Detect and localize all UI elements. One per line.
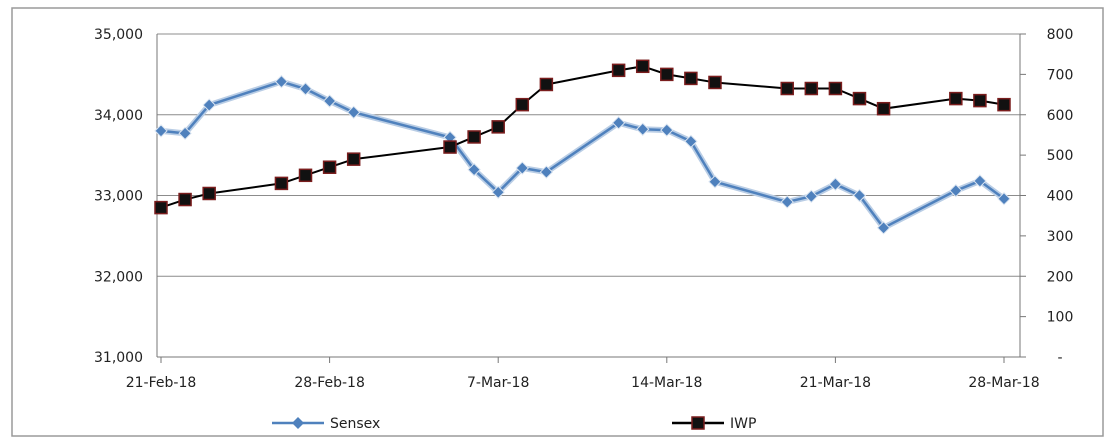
x-tick-label: 28-Mar-18 [968,375,1039,391]
data-point-sensex [660,123,674,137]
data-point-sensex [467,162,481,177]
legend-label-iwp: IWP [730,416,756,432]
data-point-iwp [539,77,554,92]
data-point-sensex [804,189,819,204]
data-point-sensex [876,221,891,235]
y-left-tick-label: 34,000 [94,108,143,124]
x-tick-label: 14-Mar-18 [631,375,702,391]
y-left-tick-label: 31,000 [94,350,143,366]
data-point-iwp [852,91,867,106]
y-right-tick-label: 500 [1047,148,1074,164]
data-point-iwp [346,152,361,166]
data-point-iwp [973,93,987,108]
y-right-tick-label: - [1057,350,1062,366]
data-point-sensex [178,126,192,141]
data-point-sensex [828,177,843,191]
data-point-iwp [467,130,481,144]
x-tick-label: 21-Mar-18 [800,375,871,391]
data-point-sensex [491,185,505,199]
data-point-iwp [178,192,192,207]
legend-marker-iwp [691,416,705,430]
y-left-tick-label: 35,000 [94,27,143,43]
data-point-sensex [780,195,794,209]
data-point-iwp [828,81,843,96]
y-right-tick-label: 200 [1047,269,1074,285]
y-right-tick-label: 100 [1047,310,1074,326]
y-left-tick-label: 33,000 [94,189,143,205]
gridlines [157,33,1020,277]
data-point-iwp [154,200,168,215]
legend-label-sensex: Sensex [330,416,380,432]
data-point-iwp [322,160,337,174]
data-point-iwp [515,97,530,112]
data-point-iwp [780,81,794,96]
axes: 31,000 32,000 33,000 34,000 35,000 - 100 200 300… [94,27,1073,391]
data-point-iwp [611,63,626,78]
data-point-sensex [202,98,216,112]
y-right-tick-label: 700 [1047,67,1074,83]
data-point-iwp [635,59,650,74]
y-right-tick-label: 300 [1047,229,1074,245]
data-point-sensex [322,94,337,108]
y-right-tick-label: 600 [1047,108,1074,124]
data-point-sensex [973,174,987,188]
data-point-iwp [708,75,722,90]
data-point-sensex [539,165,554,179]
legend: Sensex IWP [272,416,756,432]
data-point-sensex [298,82,313,96]
data-point-sensex [346,105,361,120]
x-tick-label: 28-Feb-18 [294,375,365,391]
data-point-sensex [708,175,722,189]
data-point-iwp [660,67,674,82]
data-point-sensex [852,188,867,203]
data-point-sensex [636,122,650,136]
y-right-tick-label: 800 [1047,27,1074,43]
x-tick-label: 7-Mar-18 [467,375,529,391]
y-right-tick-label: 400 [1047,189,1074,205]
data-point-sensex [515,161,529,175]
series-layer [154,59,1011,235]
data-point-iwp [949,91,963,106]
x-tick-label: 21-Feb-18 [126,375,197,391]
data-point-iwp [274,176,289,191]
data-point-iwp [202,186,216,201]
data-point-iwp [491,120,505,134]
data-point-sensex [949,183,963,198]
data-point-iwp [997,97,1011,112]
data-point-sensex [997,192,1011,206]
data-point-sensex [684,134,698,149]
legend-marker-sensex [292,417,304,429]
data-point-iwp [684,71,698,86]
y-left-tick-label: 32,000 [94,269,143,285]
data-point-iwp [804,81,819,96]
data-point-iwp [876,101,891,116]
data-point-sensex [274,74,289,89]
chart-border [11,7,1104,437]
data-point-iwp [443,140,457,154]
data-point-sensex [154,124,168,138]
data-point-sensex [611,116,626,130]
data-point-iwp [298,168,313,183]
